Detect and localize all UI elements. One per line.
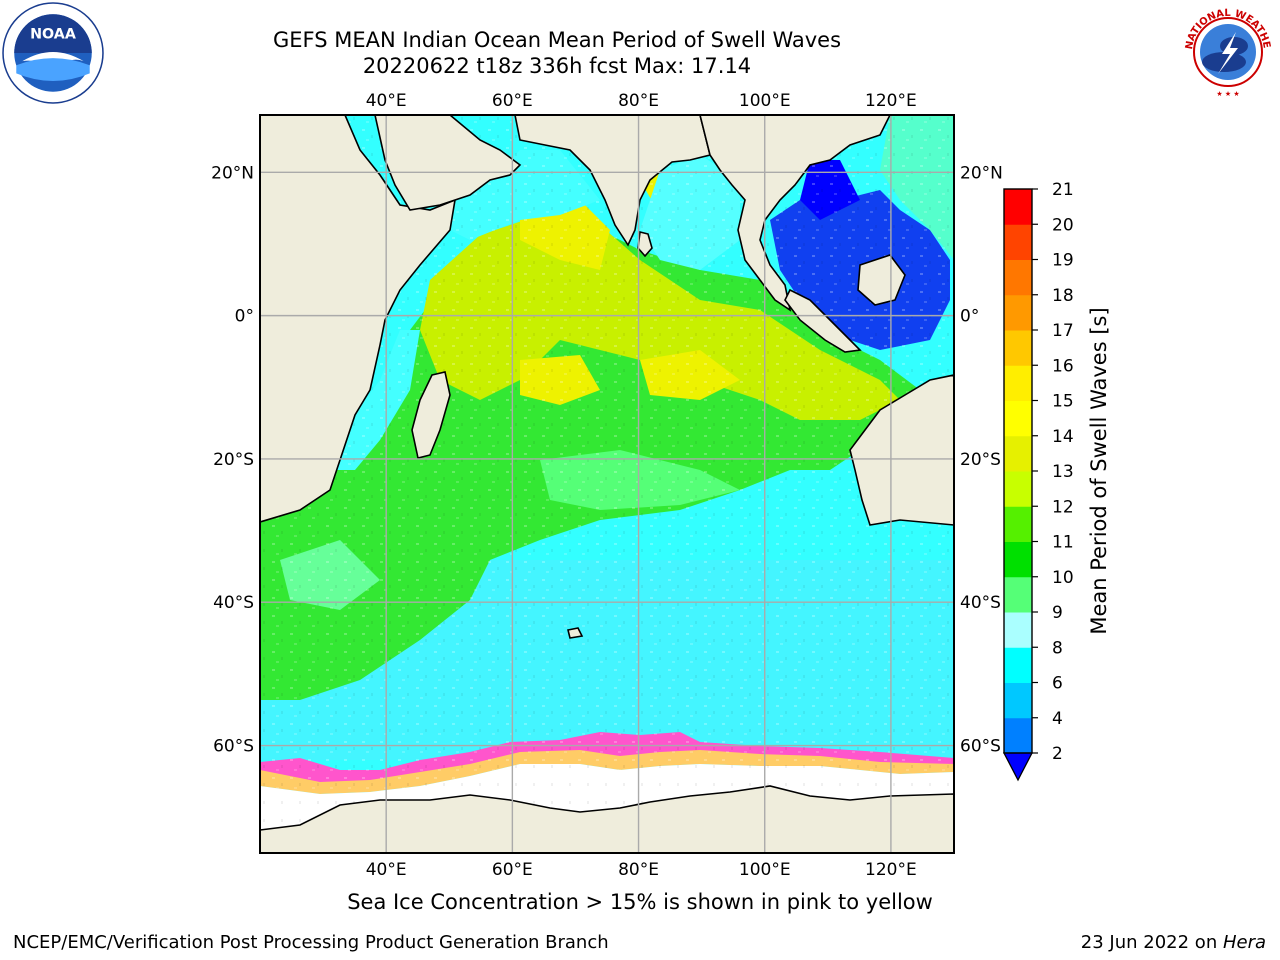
arabia-land: [374, 115, 522, 211]
footer-credit: NCEP/EMC/Verification Post Processing Pr…: [13, 932, 609, 953]
colorbar-bin: [1004, 471, 1032, 507]
footer-date: 23 Jun 2022 on Hera: [1081, 932, 1266, 953]
lon-label-bottom: 120°E: [865, 860, 917, 880]
colorbar-tick-label: 16: [1052, 356, 1074, 376]
colorbar-tick-label: 8: [1052, 638, 1063, 658]
gridlines: [260, 115, 954, 853]
lat-label-left: 0°: [235, 307, 254, 327]
colorbar-tick-label: 11: [1052, 533, 1074, 553]
chart-subtitle: 20220622 t18z 336h fcst Max: 17.14: [362, 54, 752, 78]
footer-date-text: 23 Jun 2022 on: [1080, 932, 1223, 953]
lat-label-left: 60°S: [213, 737, 254, 757]
lat-label-right: 40°S: [960, 593, 1001, 613]
lon-label-top: 80°E: [618, 91, 659, 111]
colorbar-bin: [1004, 189, 1032, 225]
lon-label-top: 100°E: [739, 91, 791, 111]
colorbar-bin: [1004, 612, 1032, 648]
lat-label-right: 20°N: [960, 163, 1003, 183]
colorbar-tick-label: 14: [1052, 427, 1074, 447]
lat-label-left: 40°S: [213, 593, 254, 613]
colorbar-tick-label: 18: [1052, 286, 1074, 306]
lat-label-left: 20°S: [213, 450, 254, 470]
colorbar-bin: [1004, 294, 1032, 331]
colorbar-bin: [1004, 717, 1032, 754]
kerguelen-island: [567, 627, 584, 639]
madagascar-land: [411, 371, 451, 459]
colorbar-bin: [1004, 541, 1032, 578]
colorbar-tick-label: 2: [1052, 744, 1063, 764]
noaa-logo: NOAA: [2, 2, 104, 104]
svg-text:★ ★ ★: ★ ★ ★: [1216, 90, 1239, 98]
colorbar-tick-label: 9: [1052, 603, 1063, 623]
colorbar-bin: [1004, 506, 1032, 542]
colorbar-tick-label: 6: [1052, 674, 1063, 694]
lat-label-right: 60°S: [960, 737, 1001, 757]
lon-label-top: 40°E: [366, 91, 407, 111]
colorbar-tick-label: 21: [1052, 180, 1074, 200]
southeast-asia-land: [699, 115, 891, 312]
colorbar-tick-label: 4: [1052, 709, 1063, 729]
australia-land: [849, 374, 954, 526]
india-land: [514, 115, 711, 247]
nws-logo: NATIONAL WEATHER SERVICE ★ ★ ★: [1178, 2, 1276, 100]
colorbar-bin: [1004, 682, 1032, 719]
colorbar-tick-label: 13: [1052, 462, 1074, 482]
lon-label-bottom: 100°E: [739, 860, 791, 880]
lon-label-top: 60°E: [492, 91, 533, 111]
sea-ice-note: Sea Ice Concentration > 15% is shown in …: [347, 890, 933, 914]
colorbar-bin: [1004, 400, 1032, 437]
colorbar-bin: [1004, 647, 1032, 683]
map-panel: [260, 115, 954, 853]
colorbar-bin: [1004, 576, 1032, 613]
colorbar-bin: [1004, 259, 1032, 296]
lon-label-top: 120°E: [865, 91, 917, 111]
noaa-logo-text: NOAA: [30, 27, 76, 43]
colorbar: 2 4 6 8 9 10 11 12 13 14 15 16 17 18 19 20 21: [1002, 180, 1074, 782]
africa-land: [260, 115, 457, 523]
lon-label-bottom: 60°E: [492, 860, 533, 880]
colorbar-bin: [1004, 330, 1032, 366]
lon-tick-labels: 40°E 40°E 60°E 60°E 80°E 80°E 100°E 100°E 120°E 1…: [366, 91, 917, 880]
colorbar-tick-label: 10: [1052, 568, 1074, 588]
lat-label-right: 0°: [960, 307, 979, 327]
footer-host: Hera: [1222, 932, 1266, 953]
borneo-land: [857, 254, 906, 306]
lon-label-bottom: 80°E: [618, 860, 659, 880]
colorbar-bin: [1004, 365, 1032, 401]
land: [260, 115, 954, 853]
colorbar-tick-label: 15: [1052, 392, 1074, 412]
colorbar-tick-label: 17: [1052, 321, 1074, 341]
lat-label-right: 20°S: [960, 450, 1001, 470]
colorbar-tick-label: 20: [1052, 215, 1074, 235]
lat-label-left: 20°N: [211, 163, 254, 183]
colorbar-tick-label: 12: [1052, 497, 1074, 517]
sumatra-land: [784, 288, 862, 353]
lon-label-bottom: 40°E: [366, 860, 407, 880]
colorbar-bin: [1004, 224, 1032, 260]
colorbar-bin: [1004, 435, 1032, 472]
antarctica-land: [260, 785, 954, 853]
colorbar-tick-label: 19: [1052, 251, 1074, 271]
lat-tick-labels: 20°N 20°N 0° 0° 20°S 20°S 40°S 40°S 60°S 60°S: [211, 163, 1003, 756]
colorbar-label: Mean Period of Swell Waves [s]: [1087, 307, 1111, 634]
colorbar-under-triangle: [1002, 752, 1034, 782]
map-frame: [259, 114, 955, 854]
chart-title: GEFS MEAN Indian Ocean Mean Period of Sw…: [272, 28, 842, 52]
